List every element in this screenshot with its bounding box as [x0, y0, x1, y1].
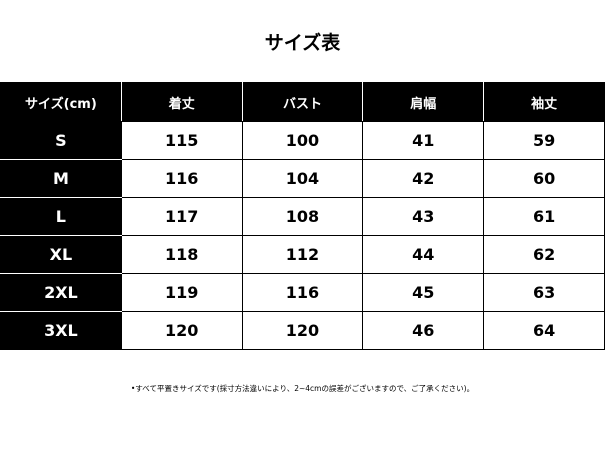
cell-length: 120 [120, 311, 243, 350]
table-row: M 116 104 42 60 [0, 159, 605, 198]
table-header-row: サイズ(cm) 着丈 バスト 肩幅 袖丈 [0, 82, 605, 122]
cell-shoulder: 41 [362, 121, 485, 160]
cell-sleeve: 60 [483, 159, 605, 198]
cell-length: 117 [120, 197, 243, 236]
header-bust: バスト [241, 82, 364, 122]
cell-size: S [0, 121, 122, 160]
header-sleeve: 袖丈 [483, 82, 605, 122]
cell-sleeve: 64 [483, 311, 605, 350]
header-size: サイズ(cm) [0, 82, 122, 122]
cell-bust: 104 [241, 159, 364, 198]
cell-length: 115 [120, 121, 243, 160]
cell-sleeve: 62 [483, 235, 605, 274]
cell-sleeve: 63 [483, 273, 605, 312]
cell-shoulder: 43 [362, 197, 485, 236]
page-title: サイズ表 [264, 32, 341, 54]
cell-size: 3XL [0, 311, 122, 350]
cell-bust: 108 [241, 197, 364, 236]
cell-length: 119 [120, 273, 243, 312]
table-row: 3XL 120 120 46 64 [0, 311, 605, 350]
cell-shoulder: 42 [362, 159, 485, 198]
table-row: 2XL 119 116 45 63 [0, 273, 605, 312]
cell-sleeve: 59 [483, 121, 605, 160]
table-row: L 117 108 43 61 [0, 197, 605, 236]
cell-length: 118 [120, 235, 243, 274]
cell-bust: 112 [241, 235, 364, 274]
header-length: 着丈 [120, 82, 243, 122]
cell-size: M [0, 159, 122, 198]
cell-size: 2XL [0, 273, 122, 312]
cell-size: XL [0, 235, 122, 274]
cell-shoulder: 46 [362, 311, 485, 350]
cell-length: 116 [120, 159, 243, 198]
cell-bust: 116 [241, 273, 364, 312]
cell-bust: 120 [241, 311, 364, 350]
cell-size: L [0, 197, 122, 236]
cell-sleeve: 61 [483, 197, 605, 236]
footnote: •すべて平置きサイズです(採寸方法違いにより、2~4cmの誤差がございますので、… [130, 384, 475, 393]
table-row: S 115 100 41 59 [0, 121, 605, 160]
header-shoulder: 肩幅 [362, 82, 485, 122]
cell-bust: 100 [241, 121, 364, 160]
cell-shoulder: 45 [362, 273, 485, 312]
table-row: XL 118 112 44 62 [0, 235, 605, 274]
size-table: サイズ(cm) 着丈 バスト 肩幅 袖丈 S 115 100 41 59 M 116 104 4… [0, 82, 605, 350]
cell-shoulder: 44 [362, 235, 485, 274]
